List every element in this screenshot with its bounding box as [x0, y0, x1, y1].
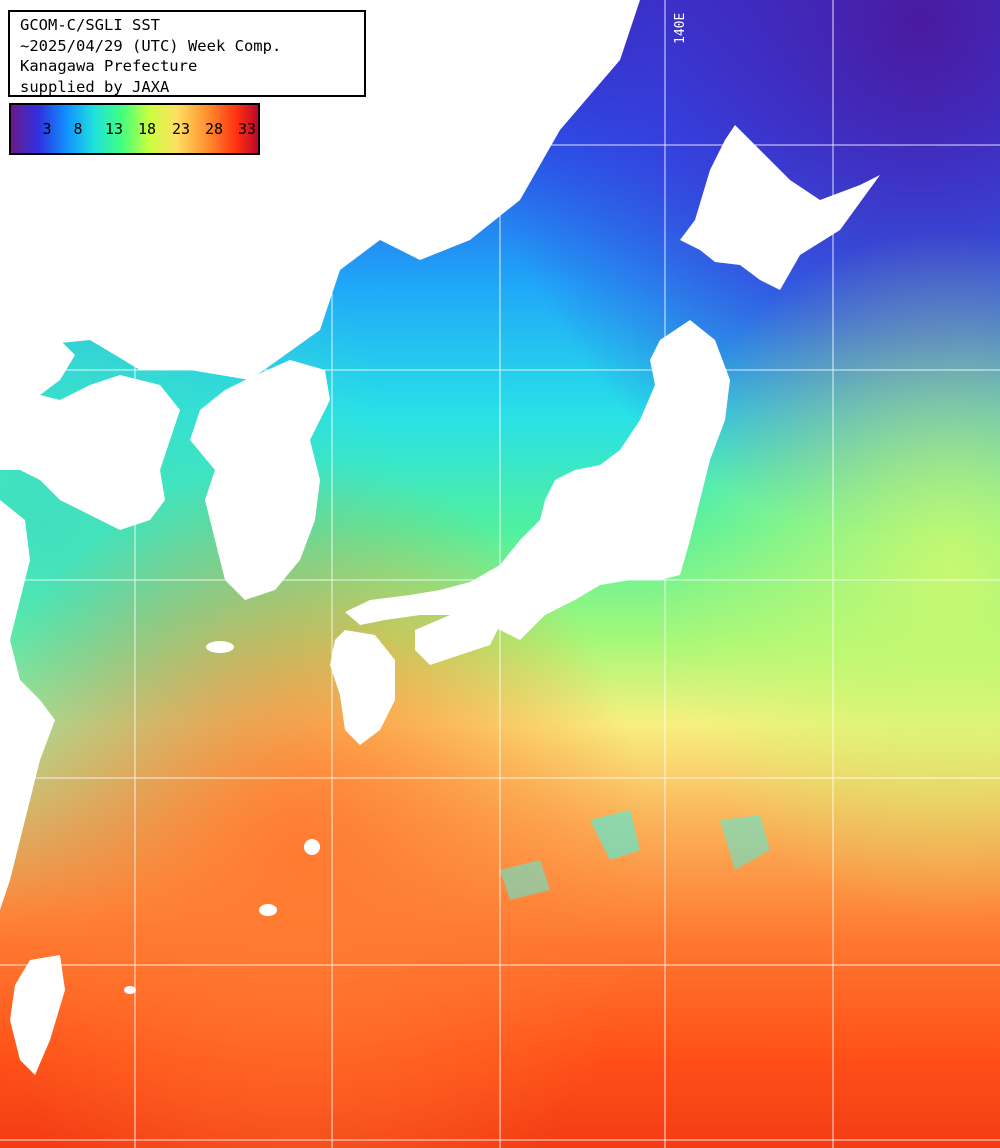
cloud-speckle — [720, 815, 770, 870]
landmass-honshu — [345, 320, 730, 640]
legend-tick: 8 — [73, 120, 83, 138]
island-ryukyu-2 — [259, 904, 277, 916]
landmass-taiwan — [10, 955, 65, 1075]
legend-tick: 13 — [104, 120, 124, 138]
title-line-4: supplied by JAXA — [20, 77, 170, 96]
legend-tick: 3 — [42, 120, 52, 138]
landmass-east-china — [0, 500, 55, 910]
lat-label: 30N — [16, 356, 39, 371]
legend-tick: 23 — [171, 120, 191, 138]
cloud-speckle — [590, 810, 640, 860]
lon-label: 140E — [673, 13, 688, 44]
title-line-3: Kanagawa Prefecture — [20, 57, 198, 75]
landmass-korea — [190, 360, 330, 600]
island-ryukyu-3 — [124, 986, 136, 994]
color-scale-legend: 3 8 13 18 23 28 33 — [9, 103, 260, 155]
island-ryukyu-1 — [304, 839, 320, 855]
cloud-speckle — [500, 860, 550, 900]
landmass-shikoku — [415, 612, 500, 665]
island-jeju — [206, 641, 234, 653]
title-line-2: ~2025/04/29 (UTC) Week Comp. — [20, 36, 282, 55]
landmass-hokkaido — [680, 125, 880, 290]
legend-gradient — [11, 105, 258, 153]
legend-tick: 28 — [204, 120, 224, 138]
legend-tick: 33 — [237, 120, 257, 138]
map-title-box: GCOM-C/SGLI SST ~2025/04/29 (UTC) Week Co… — [8, 10, 366, 97]
legend-tick: 18 — [137, 120, 157, 138]
legend-tick-labels: 3 8 13 18 23 28 33 — [11, 120, 258, 140]
title-line-1: GCOM-C/SGLI SST — [20, 16, 160, 34]
landmass-kyushu — [330, 630, 395, 745]
